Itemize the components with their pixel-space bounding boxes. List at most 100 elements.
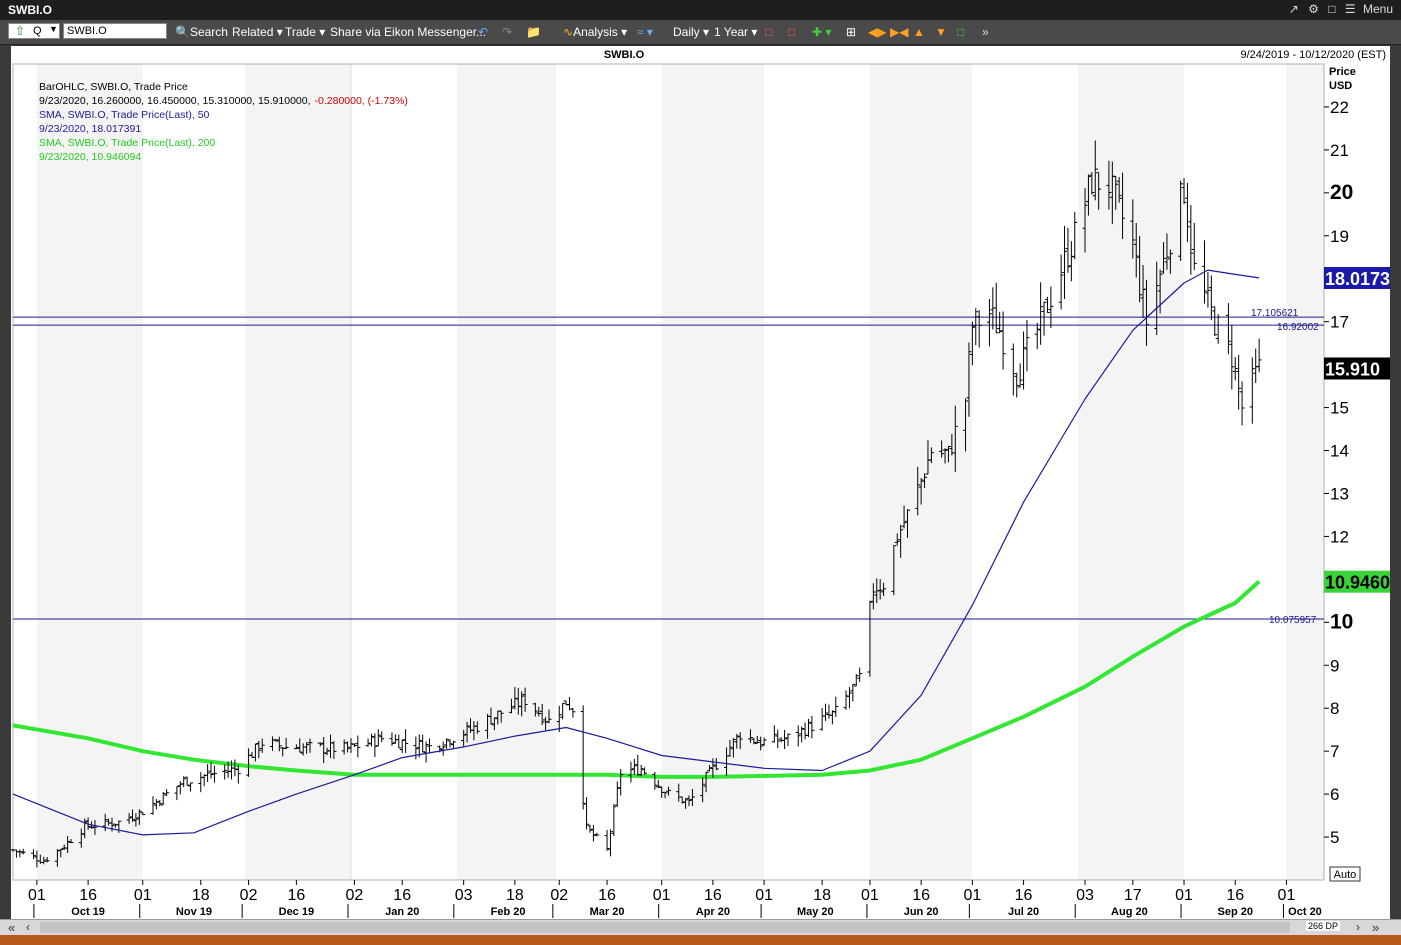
x-month-label: Oct 20: [1288, 906, 1322, 918]
horizontal-lines: 17.105621 16.92002 10.075957: [13, 308, 1324, 626]
y-tick-label: 13: [1330, 484, 1349, 503]
sma50-layer: [12, 269, 1260, 836]
pin-icon[interactable]: ↗: [1288, 2, 1299, 16]
scroll-right-small-icon[interactable]: ›: [1356, 920, 1360, 934]
chevron-down-icon[interactable]: ▼: [49, 24, 58, 34]
y-tick-label: 22: [1330, 98, 1349, 117]
crosshair-icon[interactable]: ✚ ▾: [812, 25, 832, 39]
x-day-label: 01: [1278, 887, 1296, 904]
currency-label: USD: [1329, 80, 1352, 92]
x-day-label: 16: [912, 887, 930, 904]
menu-button[interactable]: Menu: [1362, 2, 1393, 16]
line-chart-icon[interactable]: □: [765, 25, 773, 39]
share-button[interactable]: Share via Eikon Messenger...: [330, 25, 487, 39]
wave-icon[interactable]: ≈ ▾: [637, 25, 653, 39]
y-tick-label: 7: [1330, 742, 1339, 761]
expand-vertical-icon[interactable]: ▲: [913, 25, 925, 39]
price-chart[interactable]: SWBI.O 9/24/2019 - 10/12/2020 (EST) 17.1…: [10, 46, 1390, 919]
fit-horizontal-icon[interactable]: ▶◀: [890, 25, 909, 39]
y-tick-label: 21: [1330, 141, 1349, 160]
time-axis[interactable]: 01 16 01 18 02 16 02 16 03 18 02 16 01 16 01 18 01 16 01 16…: [28, 880, 1322, 918]
analysis-icon: ∿: [563, 25, 574, 39]
x-month-label: Dec 19: [279, 906, 314, 918]
sma200-line: [12, 580, 1261, 779]
symbol-input[interactable]: SWBI.O: [63, 23, 167, 39]
search-button[interactable]: 🔍Search: [175, 24, 228, 40]
x-day-label: 16: [79, 887, 97, 904]
range-label: 1 Year: [714, 25, 749, 39]
scroll-thumb[interactable]: [40, 922, 1290, 933]
legend-sma50: SMA, SWBI.O, Trade Price(Last), 50: [39, 109, 210, 121]
scroll-left-small-icon[interactable]: ‹: [26, 920, 30, 934]
y-tick-label: 17: [1330, 313, 1349, 332]
last-value-tags: 18.0173 15.910 10.9460: [1324, 266, 1390, 593]
last-value-tag-label: 15.910: [1325, 359, 1380, 379]
x-day-label: 02: [550, 887, 568, 904]
restore-icon[interactable]: □: [1328, 2, 1336, 16]
trade-menu[interactable]: Trade ▾: [285, 25, 326, 39]
title-bar: SWBI.O ↗ ⚙ □ ☰ Menu: [0, 0, 1401, 20]
legend: BarOHLC, SWBI.O, Trade Price 9/23/2020, …: [39, 81, 408, 163]
analysis-menu[interactable]: ∿Analysis ▾: [563, 25, 628, 39]
scroll-left-icon[interactable]: «: [8, 920, 16, 935]
data-points-label: 266 DP: [1306, 921, 1341, 931]
scroll-right-icon[interactable]: »: [1372, 920, 1380, 935]
chart-panel[interactable]: SWBI.O 9/24/2019 - 10/12/2020 (EST) 17.1…: [10, 46, 1390, 919]
select-icon[interactable]: □: [957, 25, 965, 39]
compare-chart-icon[interactable]: □: [788, 25, 796, 39]
window-controls[interactable]: ↗ ⚙ □ ☰ Menu: [1289, 2, 1393, 16]
x-day-label: 18: [506, 887, 524, 904]
x-month-label: May 20: [797, 906, 834, 918]
scroll-left-right-icon[interactable]: ◀▶: [868, 25, 887, 39]
undo-icon[interactable]: ↶: [478, 25, 489, 39]
interval-menu[interactable]: Daily ▾: [673, 25, 710, 39]
x-day-label: 16: [1015, 887, 1033, 904]
analysis-label: Analysis: [573, 25, 618, 39]
x-month-label: Feb 20: [491, 906, 526, 918]
folder-icon[interactable]: 📁: [526, 25, 541, 39]
horizontal-scrollbar[interactable]: « ‹ 266 DP › »: [0, 919, 1401, 936]
toolbar: ⇧ Q ▼ SWBI.O 🔍Search Related ▾ Trade ▾ S…: [0, 20, 1401, 45]
x-month-label: Jun 20: [904, 906, 939, 918]
x-day-label: 16: [393, 887, 411, 904]
legend-sma200: SMA, SWBI.O, Trade Price(Last), 200: [39, 137, 215, 149]
up-arrow-icon: ⇧: [15, 24, 26, 38]
month-bands: [36, 64, 1324, 880]
date-range-label: 9/24/2019 - 10/12/2020 (EST): [1240, 49, 1386, 61]
x-month-label: Apr 20: [696, 906, 730, 918]
window-title: SWBI.O: [8, 3, 52, 17]
price-axis-title: Price: [1329, 66, 1356, 78]
x-day-label: 02: [240, 887, 258, 904]
x-day-label: 03: [455, 887, 473, 904]
quote-selector[interactable]: ⇧ Q ▼: [8, 23, 60, 39]
month-band: [1078, 64, 1185, 880]
legend-ohlc: BarOHLC, SWBI.O, Trade Price: [39, 81, 188, 93]
sma200-layer: [12, 580, 1261, 779]
x-month-label: Sep 20: [1218, 906, 1253, 918]
auto-scale-button[interactable]: [1329, 866, 1361, 882]
x-day-label: 03: [1076, 887, 1094, 904]
plot-border: [12, 63, 1325, 881]
more-icon[interactable]: »: [982, 25, 989, 39]
link-icon[interactable]: ⚙: [1308, 2, 1319, 16]
y-tick-label: 15: [1330, 399, 1349, 418]
zoom-box-icon[interactable]: ⊞: [846, 25, 857, 39]
x-day-label: 18: [813, 887, 831, 904]
fit-vertical-icon[interactable]: ▼: [935, 25, 947, 39]
y-tick-label: 14: [1330, 442, 1349, 461]
range-menu[interactable]: 1 Year ▾: [714, 25, 758, 39]
last-value-tag: [1324, 357, 1390, 380]
related-menu[interactable]: Related ▾: [232, 25, 283, 39]
menu-icon[interactable]: ☰: [1344, 2, 1356, 16]
search-label: Search: [189, 25, 228, 39]
last-value-tag-label: 18.0173: [1325, 269, 1390, 289]
y-tick-label: 20: [1330, 181, 1353, 204]
month-band: [661, 64, 765, 880]
trade-label: Trade: [285, 25, 316, 39]
legend-ohlc-values: 9/23/2020, 16.260000, 16.450000, 15.3100…: [39, 95, 408, 107]
redo-icon[interactable]: ↷: [502, 25, 513, 39]
price-axis[interactable]: Price USD 567891011121314151617181920212…: [1324, 66, 1356, 847]
month-band: [245, 64, 351, 880]
x-month-label: Aug 20: [1111, 906, 1148, 918]
